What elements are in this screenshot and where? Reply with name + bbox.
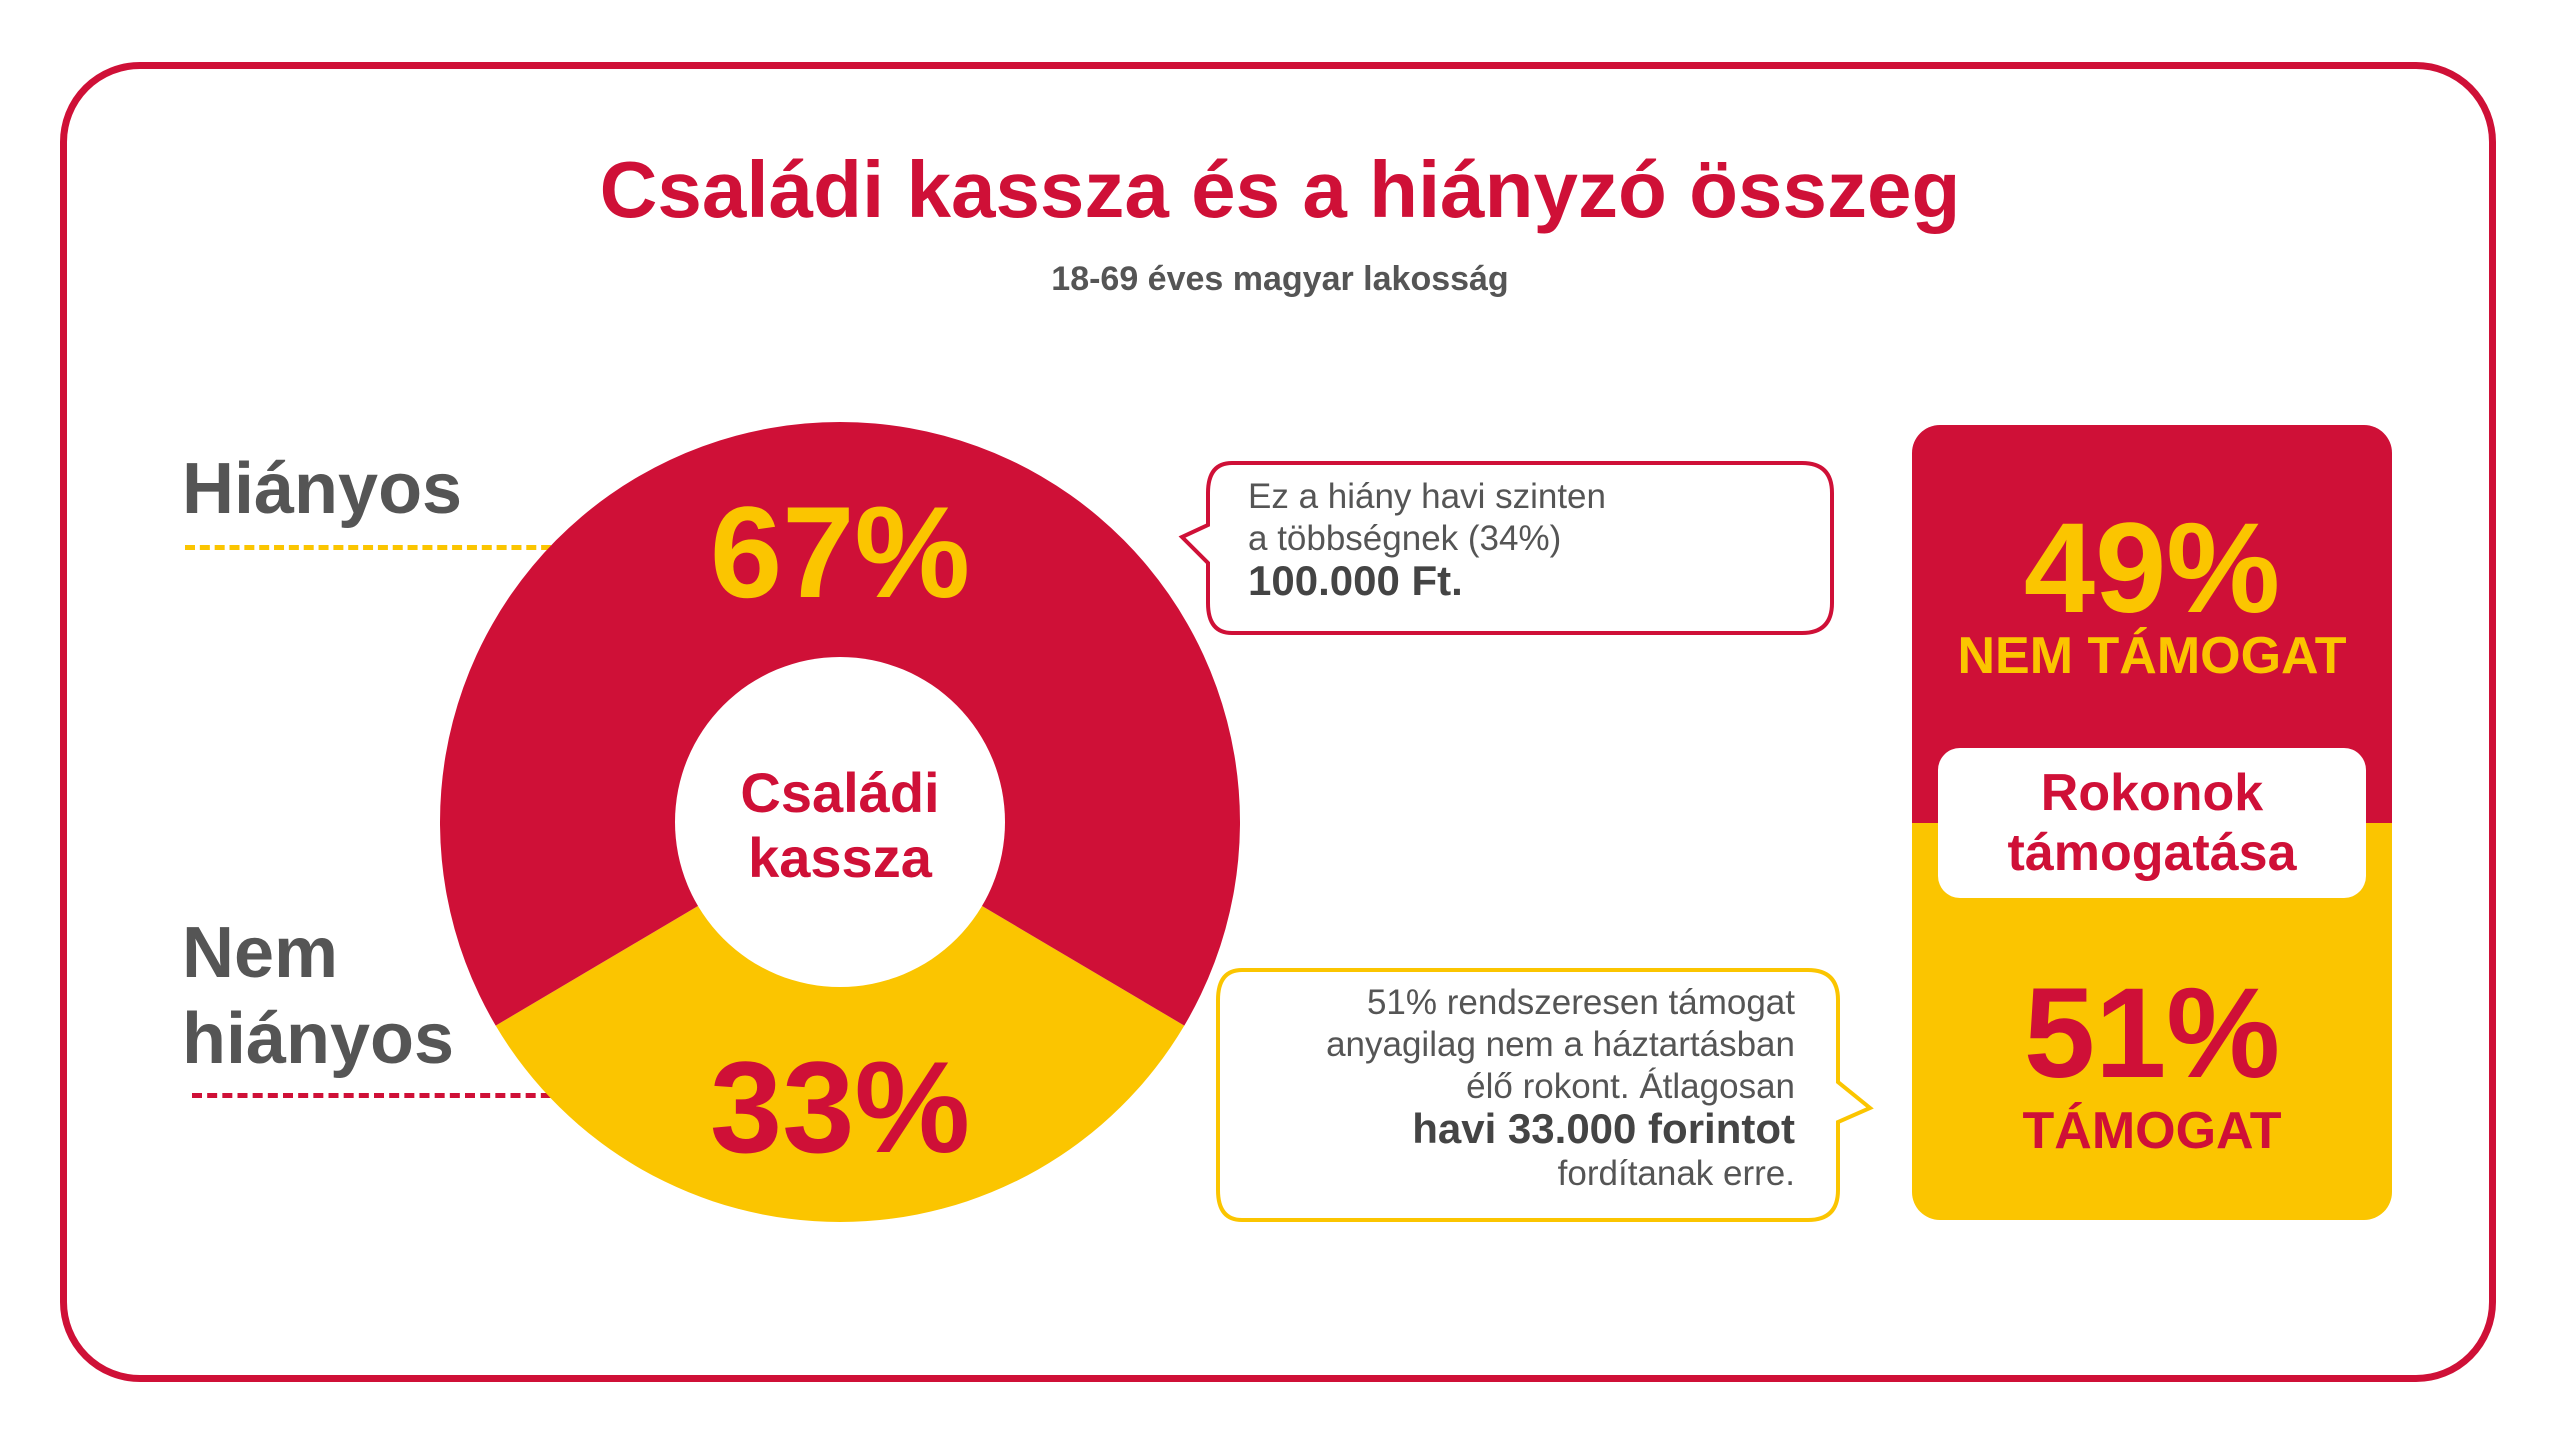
donut-slice-1 [495, 822, 1185, 1222]
card-frame [60, 62, 2496, 1382]
callout-bottom-bubble [1216, 968, 1874, 1222]
slice-value-nem-hianyos: 33% [710, 1034, 970, 1180]
callout-top-bubble [1178, 461, 1834, 635]
dash-nem-hianyos [192, 1093, 657, 1098]
donut-center-label-line2: kassza [748, 826, 933, 889]
callout-top-text: Ez a hiány havi szinten a többségnek (34… [1248, 477, 1606, 604]
label-nem-hianyos: Nem hiányos [182, 913, 455, 1079]
label-nem-tamogat: NEM TÁMOGAT [1957, 627, 2347, 685]
callout-bottom-text: 51% rendszeresen támogat anyagilag nem a… [1326, 983, 1795, 1193]
slice-value-hianyos: 67% [710, 479, 970, 625]
label-hianyos: Hiányos [182, 449, 463, 529]
page-subtitle: 18-69 éves magyar lakosság [1051, 260, 1509, 298]
support-center-label: Rokonok támogatása [1938, 748, 2366, 898]
dash-hianyos [185, 545, 655, 550]
value-nem-tamogat: 49% [2023, 497, 2281, 640]
page-title: Családi kassza és a hiányzó összeg [599, 145, 1961, 234]
donut-hole [675, 657, 1005, 987]
label-tamogat: TÁMOGAT [2022, 1102, 2282, 1160]
donut-center-label-line1: Családi [740, 761, 939, 824]
value-tamogat: 51% [2023, 962, 2281, 1105]
